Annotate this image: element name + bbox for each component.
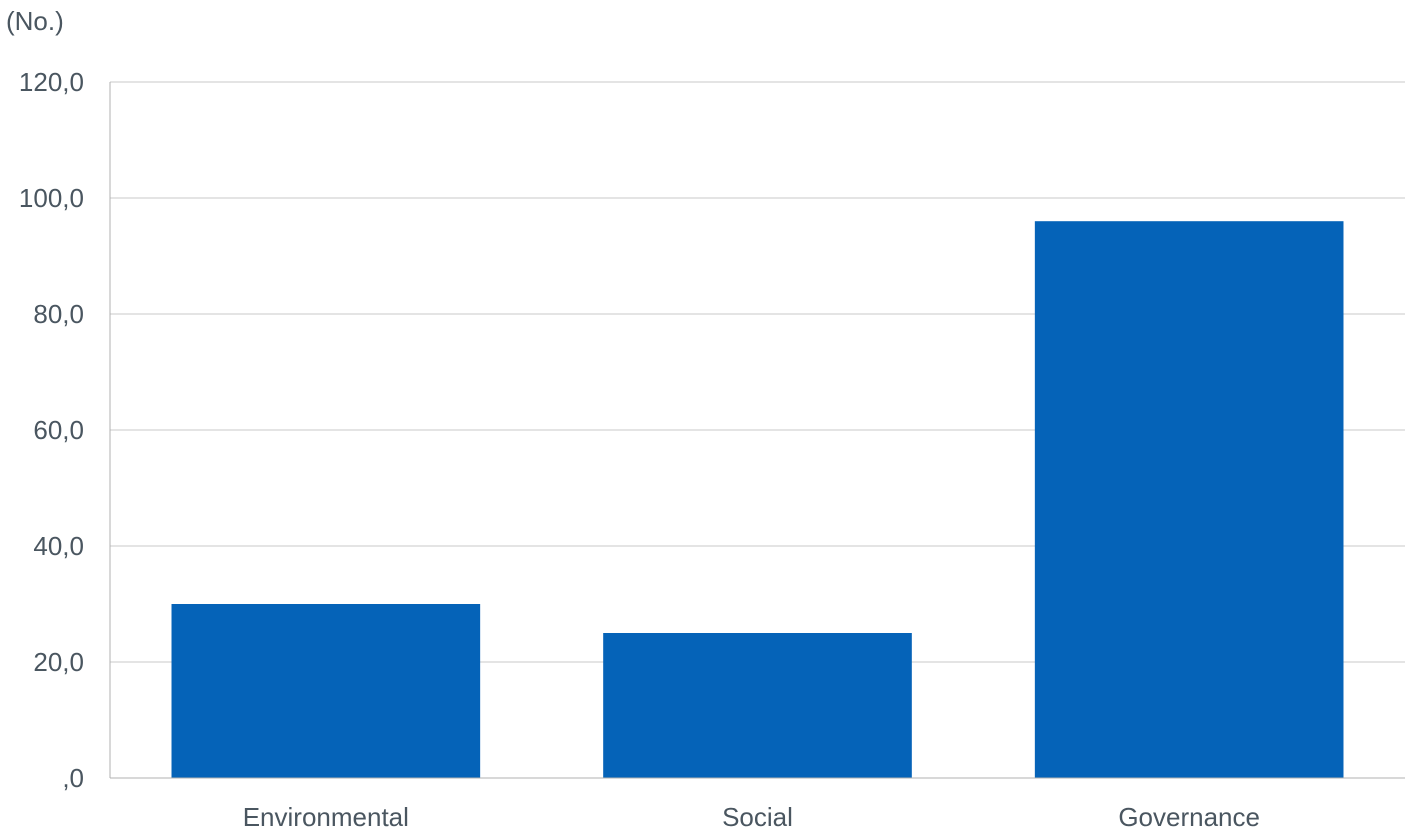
y-tick-label: 40,0 bbox=[33, 531, 84, 561]
bar-governance bbox=[1034, 221, 1344, 778]
x-tick-label: Social bbox=[722, 802, 793, 832]
y-axis-ticks: ,0 20,0 40,0 60,0 80,0 100,0 120,0 bbox=[19, 67, 84, 793]
x-axis-labels: Environmental Social Governance bbox=[243, 802, 1260, 832]
y-tick-label: ,0 bbox=[62, 763, 84, 793]
bar-social bbox=[603, 633, 912, 778]
y-tick-label: 100,0 bbox=[19, 183, 84, 213]
y-tick-label: 20,0 bbox=[33, 647, 84, 677]
x-tick-label: Environmental bbox=[243, 802, 409, 832]
y-tick-label: 80,0 bbox=[33, 299, 84, 329]
x-tick-label: Governance bbox=[1118, 802, 1260, 832]
y-tick-label: 60,0 bbox=[33, 415, 84, 445]
y-axis-unit-label: (No.) bbox=[6, 6, 64, 36]
bar-environmental bbox=[171, 604, 481, 778]
bars bbox=[171, 221, 1344, 778]
y-tick-label: 120,0 bbox=[19, 67, 84, 97]
